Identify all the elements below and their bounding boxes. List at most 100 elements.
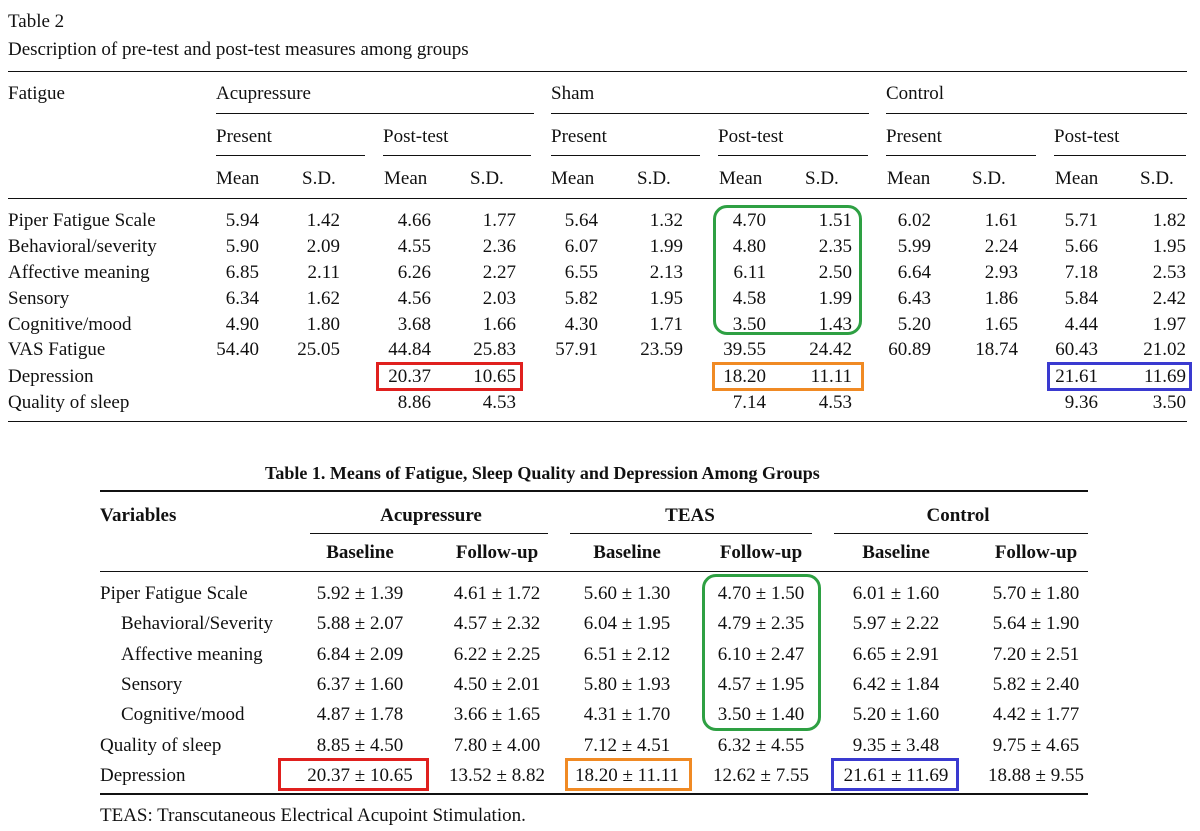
cell-value: 21.61 — [1055, 366, 1098, 387]
cell-value: 5.92 ± 1.39 — [316, 583, 404, 604]
stat-header: Mean — [1055, 168, 1099, 189]
row-label: Behavioral/Severity — [121, 613, 273, 634]
cell-value: 9.36 — [1064, 392, 1098, 413]
row-label: Depression — [100, 765, 186, 786]
cell-value: 4.80 — [732, 236, 766, 257]
cell-value: 3.68 — [397, 314, 431, 335]
cell-value: 24.42 — [809, 339, 852, 360]
cell-value: 20.37 ± 10.65 — [307, 765, 413, 786]
time-header: Post-test — [718, 126, 784, 147]
time-rule — [886, 155, 1036, 156]
time-header: Follow-up — [719, 542, 803, 563]
cell-value: 2.42 — [1152, 288, 1186, 309]
cell-value: 21.02 — [1143, 339, 1186, 360]
cell-value: 6.07 — [564, 236, 598, 257]
cell-value: 6.55 — [564, 262, 598, 283]
cell-value: 4.42 ± 1.77 — [992, 704, 1080, 725]
cell-value: 12.62 ± 7.55 — [713, 765, 809, 786]
cell-value: 18.88 ± 9.55 — [988, 765, 1084, 786]
cell-value: 6.02 — [897, 210, 931, 231]
cell-value: 6.51 ± 2.12 — [583, 644, 671, 665]
cell-value: 4.55 — [397, 236, 431, 257]
row-label: Affective meaning — [121, 644, 263, 665]
cell-value: 4.31 ± 1.70 — [583, 704, 671, 725]
cell-value: 54.40 — [216, 339, 259, 360]
table-title: Table 1. Means of Fatigue, Sleep Quality… — [265, 463, 820, 483]
bottom-rule — [8, 421, 1187, 422]
time-header: Baseline — [862, 542, 930, 563]
cell-value: 6.84 ± 2.09 — [316, 644, 404, 665]
cell-value: 6.04 ± 1.95 — [583, 613, 671, 634]
cell-value: 6.32 ± 4.55 — [717, 735, 805, 756]
highlight-sham-depression — [712, 362, 864, 391]
group-header: TEAS — [665, 505, 715, 526]
row-label: Piper Fatigue Scale — [100, 583, 248, 604]
highlight-teas-baseline-depression — [565, 758, 692, 791]
time-header: Present — [551, 126, 607, 147]
cell-value: 7.18 — [1064, 262, 1098, 283]
cell-value: 6.42 ± 1.84 — [852, 674, 940, 695]
group-header: Acupressure — [216, 83, 311, 104]
cell-value: 1.66 — [482, 314, 516, 335]
cell-value: 7.20 ± 2.51 — [992, 644, 1080, 665]
time-header: Present — [886, 126, 942, 147]
row-label: Sensory — [121, 674, 183, 695]
cell-value: 21.61 ± 11.69 — [843, 765, 949, 786]
time-header: Present — [216, 126, 272, 147]
time-rule — [383, 155, 531, 156]
cell-value: 9.35 ± 3.48 — [852, 735, 940, 756]
cell-value: 4.58 — [732, 288, 766, 309]
cell-value: 4.56 — [397, 288, 431, 309]
cell-value: 1.32 — [649, 210, 683, 231]
group-header: Control — [886, 83, 945, 104]
cell-value: 4.50 ± 2.01 — [453, 674, 541, 695]
cell-value: 6.34 — [225, 288, 259, 309]
row-label: Depression — [8, 366, 94, 387]
highlight-sham-posttest-fatigue — [713, 205, 862, 335]
cell-value: 5.20 ± 1.60 — [852, 704, 940, 725]
highlight-teas-followup-fatigue — [702, 574, 821, 731]
cell-value: 5.60 ± 1.30 — [583, 583, 671, 604]
cell-value: 6.26 — [397, 262, 431, 283]
time-rule — [718, 155, 868, 156]
stat-header: S.D. — [972, 168, 1006, 189]
cell-value: 4.79 ± 2.35 — [717, 613, 805, 634]
stat-header: S.D. — [302, 168, 336, 189]
cell-value: 4.53 — [818, 392, 852, 413]
table-label: Table 2 — [8, 11, 65, 32]
cell-value: 4.70 ± 1.50 — [717, 583, 805, 604]
row-label: Piper Fatigue Scale — [8, 210, 156, 231]
cell-value: 1.65 — [984, 314, 1018, 335]
cell-value: 4.44 — [1064, 314, 1098, 335]
cell-value: 18.74 — [975, 339, 1018, 360]
cell-value: 6.10 ± 2.47 — [717, 644, 805, 665]
row-label: Cognitive/mood — [121, 704, 245, 725]
cell-value: 3.66 ± 1.65 — [453, 704, 541, 725]
time-header: Follow-up — [994, 542, 1078, 563]
time-rule — [216, 155, 365, 156]
row-label: Quality of sleep — [8, 392, 130, 413]
cell-value: 5.80 ± 1.93 — [583, 674, 671, 695]
stub-header: Fatigue — [8, 83, 65, 104]
time-rule — [551, 155, 700, 156]
cell-value: 6.22 ± 2.25 — [453, 644, 541, 665]
cell-value: 6.37 ± 1.60 — [316, 674, 404, 695]
cell-value: 57.91 — [555, 339, 598, 360]
cell-value: 7.80 ± 4.00 — [453, 735, 541, 756]
cell-value: 4.66 — [397, 210, 431, 231]
stub-header: Variables — [100, 505, 177, 526]
highlight-control-depression — [1047, 362, 1192, 391]
cell-value: 1.99 — [649, 236, 683, 257]
footnote: TEAS: Transcutaneous Electrical Acupoint… — [100, 805, 526, 826]
group-rule — [834, 533, 1088, 534]
cell-value: 2.35 — [818, 236, 852, 257]
stat-header: Mean — [384, 168, 428, 189]
cell-value: 5.99 — [897, 236, 931, 257]
cell-value: 39.55 — [723, 339, 766, 360]
cell-value: 13.52 ± 8.82 — [449, 765, 545, 786]
cell-value: 2.53 — [1152, 262, 1186, 283]
cell-value: 5.90 — [225, 236, 259, 257]
top-rule — [100, 490, 1088, 492]
stat-header: S.D. — [637, 168, 671, 189]
cell-value: 6.43 — [897, 288, 931, 309]
